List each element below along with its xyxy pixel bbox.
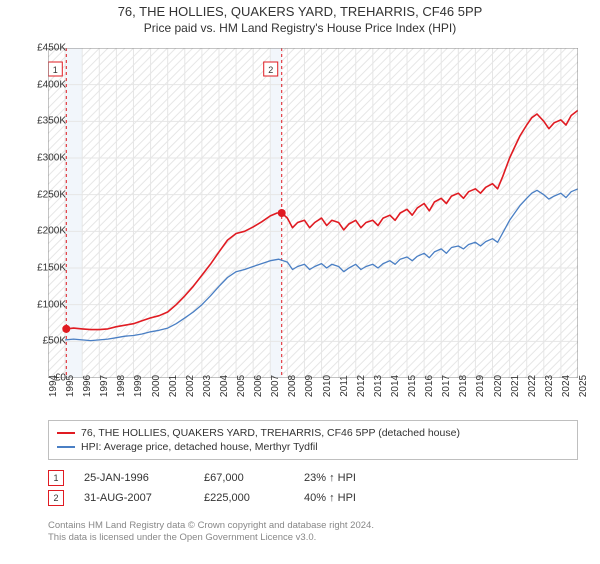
y-tick-label: £250K xyxy=(22,189,66,200)
x-tick-label: 2002 xyxy=(185,375,196,397)
x-tick-label: 2012 xyxy=(356,375,367,397)
x-tick-label: 2013 xyxy=(373,375,384,397)
chart-svg: 12 xyxy=(48,48,578,378)
x-tick-label: 2023 xyxy=(544,375,555,397)
annotation-row: 1 25-JAN-1996 £67,000 23% ↑ HPI xyxy=(48,470,578,486)
x-tick-label: 2018 xyxy=(458,375,469,397)
annotation-row: 2 31-AUG-2007 £225,000 40% ↑ HPI xyxy=(48,490,578,506)
y-tick-label: £50K xyxy=(22,336,66,347)
x-tick-label: 2010 xyxy=(322,375,333,397)
svg-text:2: 2 xyxy=(268,65,273,75)
x-tick-label: 2001 xyxy=(168,375,179,397)
y-tick-label: £450K xyxy=(22,43,66,54)
plot-area: 12 xyxy=(48,48,578,378)
chart-subtitle: Price paid vs. HM Land Registry's House … xyxy=(0,21,600,35)
x-tick-label: 2006 xyxy=(253,375,264,397)
x-tick-label: 2024 xyxy=(561,375,572,397)
x-tick-label: 1995 xyxy=(65,375,76,397)
chart-title: 76, THE HOLLIES, QUAKERS YARD, TREHARRIS… xyxy=(0,4,600,19)
x-tick-label: 1997 xyxy=(99,375,110,397)
footer-line-1: Contains HM Land Registry data © Crown c… xyxy=(48,520,578,532)
y-tick-label: £200K xyxy=(22,226,66,237)
x-tick-label: 1994 xyxy=(48,375,59,397)
x-tick-label: 2022 xyxy=(527,375,538,397)
y-tick-label: £150K xyxy=(22,263,66,274)
x-tick-label: 2025 xyxy=(578,375,589,397)
y-tick-label: £350K xyxy=(22,116,66,127)
x-tick-label: 2014 xyxy=(390,375,401,397)
legend-swatch xyxy=(57,432,75,434)
x-tick-label: 2003 xyxy=(202,375,213,397)
x-tick-label: 2019 xyxy=(475,375,486,397)
footer-line-2: This data is licensed under the Open Gov… xyxy=(48,532,578,544)
legend-item: 76, THE HOLLIES, QUAKERS YARD, TREHARRIS… xyxy=(57,427,569,439)
x-tick-label: 2017 xyxy=(441,375,452,397)
legend: 76, THE HOLLIES, QUAKERS YARD, TREHARRIS… xyxy=(48,420,578,460)
annotation-badge: 1 xyxy=(48,470,64,486)
annotation-price: £225,000 xyxy=(204,492,284,504)
legend-label: 76, THE HOLLIES, QUAKERS YARD, TREHARRIS… xyxy=(81,427,460,439)
x-tick-label: 2009 xyxy=(304,375,315,397)
svg-text:1: 1 xyxy=(53,65,58,75)
x-tick-label: 2005 xyxy=(236,375,247,397)
annotation-pct: 23% ↑ HPI xyxy=(304,472,384,484)
x-tick-label: 1998 xyxy=(116,375,127,397)
x-tick-label: 2020 xyxy=(493,375,504,397)
x-tick-label: 2000 xyxy=(151,375,162,397)
annotation-date: 25-JAN-1996 xyxy=(84,472,184,484)
x-tick-label: 2016 xyxy=(424,375,435,397)
x-tick-label: 2011 xyxy=(339,375,350,397)
x-tick-label: 2015 xyxy=(407,375,418,397)
x-tick-label: 2004 xyxy=(219,375,230,397)
x-tick-label: 2021 xyxy=(510,375,521,397)
legend-item: HPI: Average price, detached house, Mert… xyxy=(57,441,569,453)
x-tick-label: 1996 xyxy=(82,375,93,397)
x-tick-label: 2007 xyxy=(270,375,281,397)
footer-text: Contains HM Land Registry data © Crown c… xyxy=(48,520,578,545)
annotation-date: 31-AUG-2007 xyxy=(84,492,184,504)
legend-swatch xyxy=(57,446,75,448)
x-tick-label: 2008 xyxy=(287,375,298,397)
annotation-price: £67,000 xyxy=(204,472,284,484)
y-tick-label: £100K xyxy=(22,299,66,310)
legend-label: HPI: Average price, detached house, Mert… xyxy=(81,441,318,453)
x-tick-label: 1999 xyxy=(133,375,144,397)
y-tick-label: £0 xyxy=(22,373,66,384)
annotation-pct: 40% ↑ HPI xyxy=(304,492,384,504)
y-tick-label: £300K xyxy=(22,153,66,164)
y-tick-label: £400K xyxy=(22,79,66,90)
annotation-table: 1 25-JAN-1996 £67,000 23% ↑ HPI 2 31-AUG-2007… xyxy=(48,466,578,510)
annotation-badge: 2 xyxy=(48,490,64,506)
